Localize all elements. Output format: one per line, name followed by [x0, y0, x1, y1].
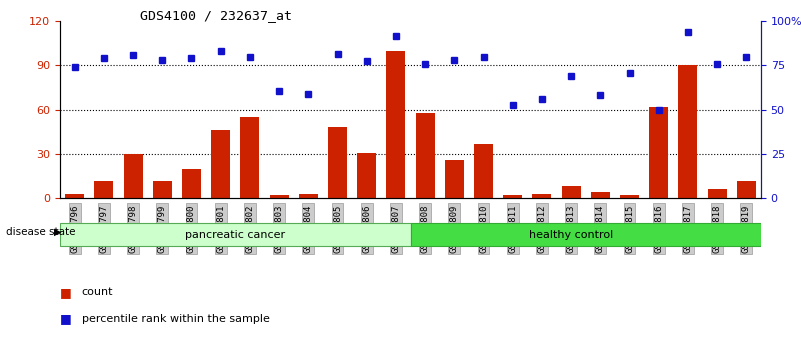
- Bar: [503, 195, 522, 198]
- Text: disease state: disease state: [6, 227, 76, 237]
- Bar: [95, 181, 114, 198]
- Text: healthy control: healthy control: [529, 229, 614, 240]
- Bar: [328, 127, 347, 198]
- Bar: [182, 169, 201, 198]
- Bar: [678, 65, 698, 198]
- Bar: [60, 223, 410, 246]
- Bar: [211, 130, 230, 198]
- Bar: [410, 223, 761, 246]
- Text: percentile rank within the sample: percentile rank within the sample: [82, 314, 270, 324]
- Bar: [240, 117, 260, 198]
- Text: count: count: [82, 287, 113, 297]
- Bar: [416, 113, 435, 198]
- Bar: [299, 194, 318, 198]
- Bar: [445, 160, 464, 198]
- Text: pancreatic cancer: pancreatic cancer: [185, 229, 285, 240]
- Text: ■: ■: [60, 312, 72, 325]
- Text: ■: ■: [60, 286, 72, 298]
- Bar: [707, 189, 727, 198]
- Bar: [357, 153, 376, 198]
- Bar: [562, 187, 581, 198]
- Bar: [270, 195, 288, 198]
- Bar: [153, 181, 171, 198]
- Bar: [123, 154, 143, 198]
- Bar: [474, 144, 493, 198]
- Bar: [650, 107, 668, 198]
- Bar: [386, 51, 405, 198]
- Bar: [591, 192, 610, 198]
- Bar: [737, 181, 756, 198]
- Text: GDS4100 / 232637_at: GDS4100 / 232637_at: [140, 9, 292, 22]
- Text: ▶: ▶: [54, 227, 61, 237]
- Bar: [65, 194, 84, 198]
- Bar: [533, 194, 551, 198]
- Bar: [620, 195, 639, 198]
